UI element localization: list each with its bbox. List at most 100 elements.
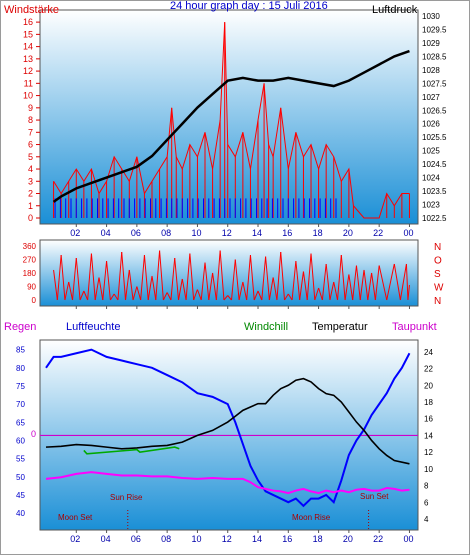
temp-tick-label: 14	[424, 431, 433, 440]
direction-stroke	[306, 253, 312, 301]
direction-stroke	[181, 278, 187, 301]
x-tick-label: 00	[403, 228, 413, 238]
series-line-luftfeuchte	[45, 348, 411, 508]
right-tick-label: 1026	[422, 120, 440, 129]
x-tick-label: 12	[222, 228, 232, 238]
x-tick-label: 20	[343, 534, 353, 544]
panel-wind-pressure-bg	[39, 9, 419, 225]
right-tick-label: 1023	[422, 201, 440, 210]
x-tick-label: 00	[403, 534, 413, 544]
left-tick-label: 4	[28, 164, 33, 174]
direction-stroke	[75, 257, 81, 301]
direction-stroke	[87, 253, 92, 301]
direction-stroke	[363, 269, 369, 301]
temp-tick-label: 4	[424, 515, 429, 524]
right-tick-label: 1027.5	[422, 79, 447, 88]
x-tick-label: 16	[282, 228, 292, 238]
x-tick-label: 22	[373, 228, 383, 238]
direction-stroke	[68, 281, 73, 301]
x-tick-label: 22	[373, 534, 383, 544]
direction-stroke	[193, 289, 198, 301]
direction-stroke	[90, 253, 96, 301]
direction-stroke	[348, 274, 354, 301]
x-tick-label: 08	[161, 228, 171, 238]
left-tick-label: 13	[23, 54, 33, 64]
x-tick-label: 16	[282, 534, 292, 544]
x-tick-label: 04	[101, 534, 111, 544]
direction-stroke	[234, 259, 240, 301]
direction-tick-label: 0	[32, 296, 37, 305]
direction-stroke	[79, 290, 85, 301]
direction-stroke	[72, 257, 77, 301]
humidity-tick-label: 75	[16, 382, 25, 391]
series-line-temperatur	[45, 377, 410, 465]
direction-stroke	[257, 290, 263, 301]
direction-stroke	[337, 254, 342, 301]
direction-stroke	[223, 295, 229, 301]
direction-stroke	[265, 256, 270, 301]
legend-temperatur: Temperatur	[312, 321, 368, 333]
direction-stroke	[359, 269, 365, 301]
direction-stroke	[242, 281, 248, 301]
pressure-line	[52, 49, 410, 203]
temp-tick-label: 16	[424, 415, 433, 424]
legend-regen: Regen	[4, 321, 36, 333]
left-tick-label: 16	[23, 17, 33, 27]
x-tick-label: 08	[161, 534, 171, 544]
direction-stroke	[367, 272, 373, 301]
direction-tick-label: 360	[23, 242, 37, 251]
direction-stroke	[151, 275, 157, 301]
direction-stroke	[117, 251, 123, 301]
right-tick-label: 1026.5	[422, 106, 447, 115]
temp-tick-label: 8	[424, 482, 429, 491]
legend-taupunkt: Taupunkt	[392, 321, 437, 333]
series-line-windchill	[83, 446, 180, 455]
direction-stroke	[386, 263, 395, 301]
direction-stroke	[344, 274, 350, 301]
direction-stroke	[261, 256, 267, 301]
direction-stroke	[302, 271, 308, 301]
compass-label: N	[434, 296, 441, 307]
direction-stroke	[333, 281, 339, 301]
direction-tick-label: 90	[27, 283, 36, 292]
direction-tick-label: 180	[23, 269, 37, 278]
temp-tick-label: 12	[424, 448, 433, 457]
direction-stroke	[231, 259, 236, 301]
direction-stroke	[238, 281, 244, 301]
direction-stroke	[147, 275, 153, 301]
direction-stroke	[215, 250, 221, 301]
humidity-tick-label: 60	[16, 436, 25, 445]
direction-stroke	[155, 250, 161, 301]
x-tick-label: 02	[70, 228, 80, 238]
right-tick-label: 1025.5	[422, 133, 447, 142]
humidity-tick-label: 50	[16, 473, 25, 482]
right-tick-label: 1024	[422, 174, 440, 183]
compass-label: W	[434, 283, 444, 294]
direction-stroke	[253, 290, 259, 301]
annotation-sun-rise: Sun Rise	[110, 493, 143, 502]
direction-stroke	[56, 254, 62, 301]
direction-stroke	[399, 263, 407, 301]
right-tick-label: 1030	[422, 12, 440, 21]
right-tick-label: 1023.5	[422, 187, 447, 196]
direction-stroke	[276, 251, 282, 301]
direction-stroke	[287, 293, 293, 301]
humidity-tick-label: 40	[16, 509, 25, 518]
direction-stroke	[204, 262, 210, 301]
series-line-taupunkt	[45, 471, 410, 495]
direction-stroke	[280, 251, 286, 301]
direction-stroke	[200, 262, 206, 301]
direction-stroke	[352, 265, 357, 301]
left-tick-label: 0	[28, 213, 33, 223]
direction-stroke	[329, 281, 335, 301]
left-tick-label: 5	[28, 152, 33, 162]
left-tick-label: 7	[28, 127, 33, 137]
x-tick-label: 10	[191, 534, 201, 544]
direction-stroke	[143, 254, 149, 301]
left-tick-label: 1	[28, 201, 33, 211]
direction-stroke	[170, 257, 176, 301]
direction-stroke	[340, 254, 346, 301]
x-tick-label: 14	[252, 534, 262, 544]
humidity-tick-label: 80	[16, 364, 25, 373]
